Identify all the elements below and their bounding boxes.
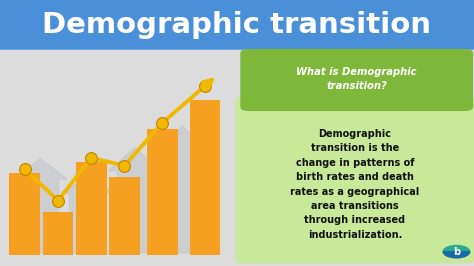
Bar: [43, 212, 73, 255]
FancyBboxPatch shape: [240, 49, 473, 111]
Text: What is Demographic
transition?: What is Demographic transition?: [296, 67, 417, 91]
Wedge shape: [443, 252, 470, 258]
FancyArrow shape: [109, 148, 162, 253]
Text: Demographic transition: Demographic transition: [43, 11, 431, 39]
Bar: [147, 129, 178, 255]
Text: Demographic
transition is the
change in patterns of
birth rates and death
rates : Demographic transition is the change in …: [291, 129, 419, 240]
FancyBboxPatch shape: [236, 97, 474, 263]
Bar: [109, 177, 140, 255]
FancyBboxPatch shape: [0, 0, 474, 50]
Bar: [76, 162, 107, 255]
Bar: [190, 99, 220, 255]
FancyArrow shape: [61, 177, 114, 253]
FancyArrow shape: [14, 159, 67, 253]
Text: b: b: [453, 247, 460, 257]
Bar: [9, 173, 40, 255]
Wedge shape: [443, 246, 470, 252]
FancyArrow shape: [156, 126, 209, 253]
